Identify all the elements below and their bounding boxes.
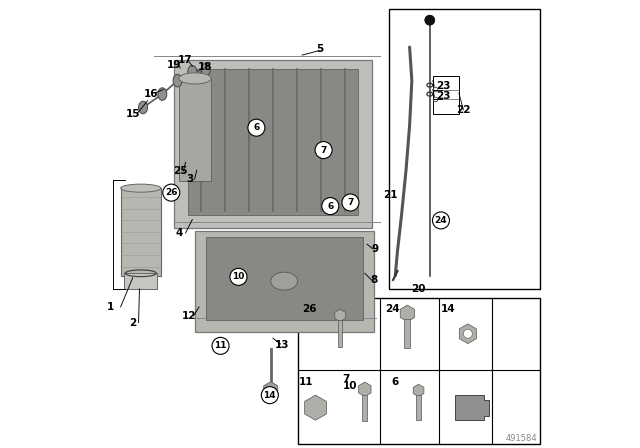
Bar xyxy=(404,319,410,349)
Ellipse shape xyxy=(158,88,167,100)
Text: 23: 23 xyxy=(436,81,451,91)
Text: 22: 22 xyxy=(456,105,470,115)
Bar xyxy=(124,273,157,289)
Ellipse shape xyxy=(188,65,196,78)
Bar xyxy=(338,320,342,347)
Text: 3: 3 xyxy=(186,174,194,184)
Text: 25: 25 xyxy=(173,166,188,176)
Text: 14: 14 xyxy=(264,391,276,400)
Ellipse shape xyxy=(201,63,210,76)
Ellipse shape xyxy=(138,101,147,114)
Bar xyxy=(433,76,459,114)
Ellipse shape xyxy=(271,272,298,290)
Circle shape xyxy=(463,329,472,338)
Circle shape xyxy=(212,337,229,354)
Text: 26: 26 xyxy=(302,304,317,314)
Text: 24: 24 xyxy=(435,216,447,225)
Bar xyxy=(389,9,540,289)
Ellipse shape xyxy=(179,73,211,84)
Ellipse shape xyxy=(173,74,182,87)
Text: 1: 1 xyxy=(107,302,115,312)
Circle shape xyxy=(230,268,247,285)
Text: 6: 6 xyxy=(253,123,259,132)
Bar xyxy=(188,69,358,215)
Text: 13: 13 xyxy=(275,340,289,350)
Circle shape xyxy=(322,198,339,215)
Polygon shape xyxy=(455,395,490,420)
Text: 12: 12 xyxy=(182,311,196,321)
Circle shape xyxy=(425,15,435,25)
Bar xyxy=(205,237,362,320)
Text: 14: 14 xyxy=(441,304,456,314)
Text: 23: 23 xyxy=(436,91,451,101)
Bar xyxy=(362,395,367,421)
Bar xyxy=(174,60,371,228)
Circle shape xyxy=(261,387,278,404)
Text: 11: 11 xyxy=(298,377,313,387)
Text: 11: 11 xyxy=(214,341,227,350)
Text: 15: 15 xyxy=(125,109,140,119)
Bar xyxy=(179,78,211,181)
Text: 4: 4 xyxy=(175,228,182,238)
Circle shape xyxy=(315,142,332,159)
Circle shape xyxy=(342,194,359,211)
Text: 18: 18 xyxy=(198,62,212,72)
Text: 7: 7 xyxy=(348,198,354,207)
Circle shape xyxy=(248,119,265,136)
Text: 491584: 491584 xyxy=(506,434,538,443)
Text: 6: 6 xyxy=(392,377,399,387)
Bar xyxy=(416,396,421,420)
Text: 7: 7 xyxy=(342,374,350,383)
Text: 6: 6 xyxy=(327,202,333,211)
Bar xyxy=(120,188,161,276)
Text: 26: 26 xyxy=(165,188,177,197)
Text: 16: 16 xyxy=(143,89,158,99)
Text: 20: 20 xyxy=(412,284,426,294)
Text: 19: 19 xyxy=(167,60,182,70)
Text: 24: 24 xyxy=(385,304,399,314)
Text: 8: 8 xyxy=(370,275,378,285)
Text: 5: 5 xyxy=(316,44,324,54)
Text: 10: 10 xyxy=(342,381,357,391)
Text: 17: 17 xyxy=(177,56,192,65)
Text: 21: 21 xyxy=(383,190,398,200)
Circle shape xyxy=(163,184,180,201)
Bar xyxy=(195,231,374,332)
Text: 2: 2 xyxy=(129,318,136,327)
Circle shape xyxy=(433,212,449,229)
Text: 9: 9 xyxy=(371,244,378,254)
Text: 10: 10 xyxy=(232,272,244,281)
Bar xyxy=(298,298,540,444)
Text: 7: 7 xyxy=(321,146,327,155)
Ellipse shape xyxy=(120,184,161,192)
